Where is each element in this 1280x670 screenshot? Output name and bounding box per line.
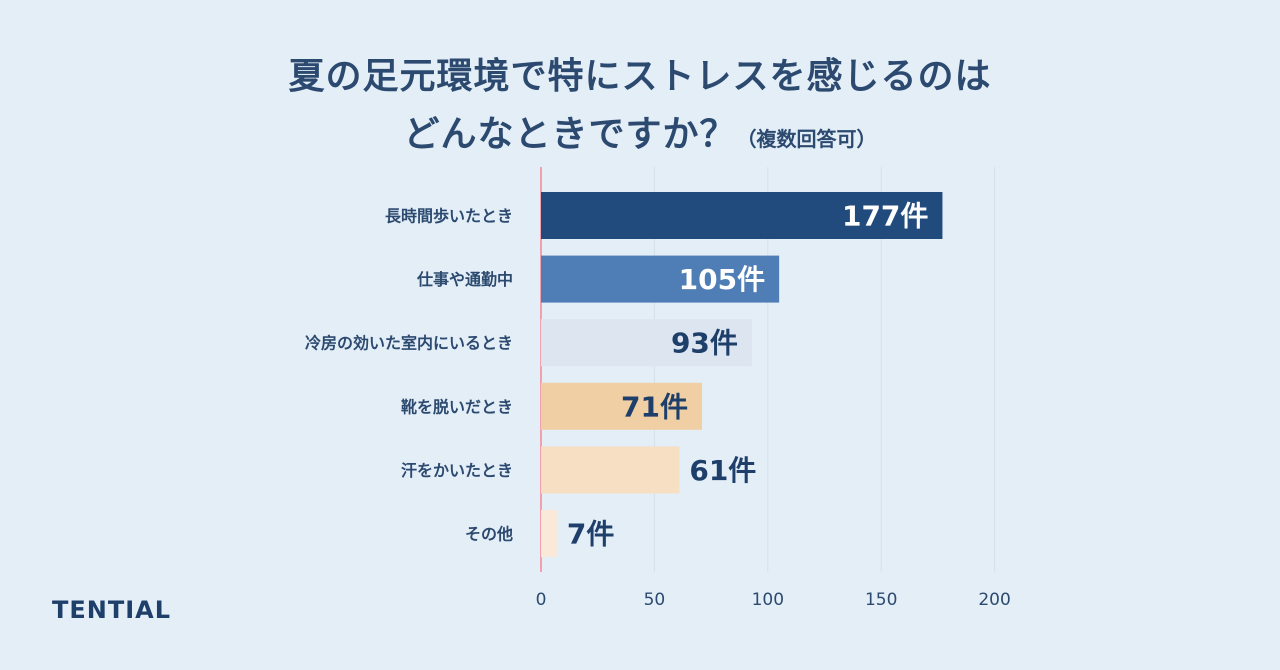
category-label: 冷房の効いた室内にいるとき <box>305 334 513 353</box>
bar <box>541 255 780 303</box>
data-label: 71件 <box>621 390 688 423</box>
x-tick-label: 100 <box>752 590 784 610</box>
chart-title: 夏の足元環境で特にストレスを感じるのは どんなときですか？（複数回答可） <box>0 48 1280 168</box>
category-label: その他 <box>465 525 513 544</box>
data-label: 105件 <box>679 263 765 296</box>
data-label: 61件 <box>689 454 756 487</box>
category-label: 汗をかいたとき <box>401 461 513 480</box>
x-tick-label: 150 <box>865 590 897 610</box>
category-label: 長時間歩いたとき <box>385 207 513 226</box>
title-note: （複数回答可） <box>736 127 877 151</box>
x-tick-label: 200 <box>978 590 1010 610</box>
title-line-2: どんなときですか？（複数回答可） <box>0 106 1280 168</box>
bar <box>541 446 680 494</box>
bar <box>541 510 557 557</box>
brand-logo: TENTIAL <box>52 596 172 624</box>
category-labels: 長時間歩いたとき仕事や通勤中冷房の効いた室内にいるとき靴を脱いだとき汗をかいたと… <box>305 207 513 544</box>
bar <box>541 319 752 367</box>
bar <box>541 192 943 239</box>
category-label: 仕事や通勤中 <box>416 270 513 289</box>
title-line-1: 夏の足元環境で特にストレスを感じるのは <box>288 56 992 97</box>
data-label: 177件 <box>842 200 928 233</box>
category-label: 靴を脱いだとき <box>401 397 513 416</box>
x-tick-labels: 0 50 100 150 200 <box>536 590 1011 610</box>
bar <box>541 382 703 430</box>
title-question: どんなときですか？ <box>403 114 737 155</box>
data-label: 93件 <box>671 327 738 360</box>
x-tick-label: 0 <box>536 590 547 610</box>
data-label: 7件 <box>567 518 614 551</box>
x-tick-label: 50 <box>644 590 666 610</box>
